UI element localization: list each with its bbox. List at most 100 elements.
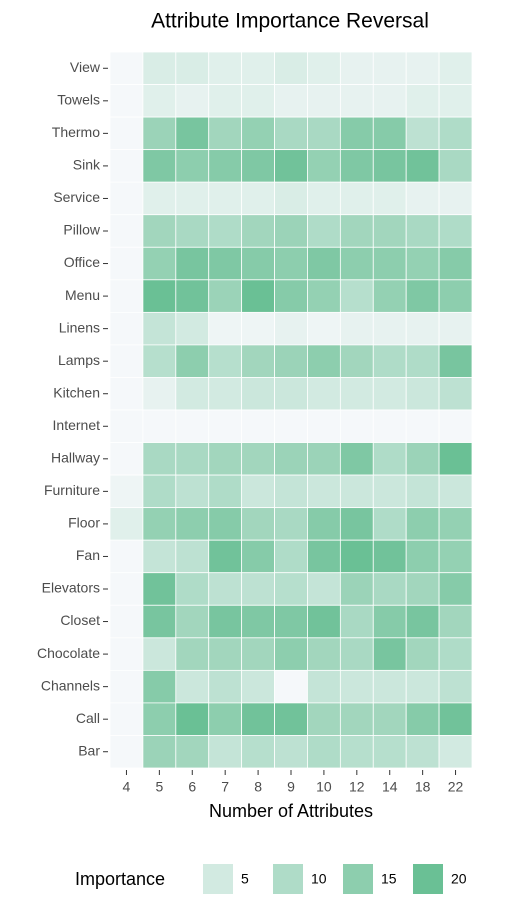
- heat-cell: [438, 604, 473, 639]
- heat-cell: [109, 572, 144, 606]
- heat-cell: [438, 84, 473, 118]
- heat-cell: [372, 539, 407, 574]
- heat-cell: [241, 84, 275, 118]
- heat-cell: [208, 604, 243, 639]
- heat-cell: [438, 279, 473, 313]
- y-tick-label: Fan: [76, 547, 100, 563]
- heat-cell: [438, 474, 473, 509]
- heat-cell: [208, 246, 243, 281]
- heat-cell: [241, 442, 275, 476]
- heat-cell: [307, 409, 341, 443]
- heat-cell: [339, 702, 374, 736]
- heat-cell: [307, 637, 341, 671]
- heat-cell: [142, 246, 177, 281]
- heat-cell: [109, 637, 144, 671]
- heat-cell: [241, 116, 275, 151]
- heat-cell: [142, 344, 177, 378]
- heat-cell: [208, 702, 243, 736]
- heat-cell: [372, 181, 407, 216]
- heat-cell: [438, 409, 473, 443]
- heat-cell: [307, 507, 341, 541]
- y-tick-label: Chocolate: [37, 645, 100, 661]
- heat-cell: [274, 604, 308, 639]
- x-tick-label: 8: [254, 779, 262, 795]
- heat-cell: [339, 311, 374, 346]
- heat-cell: [175, 702, 210, 736]
- heat-cell: [142, 279, 177, 313]
- heat-cell: [274, 637, 308, 671]
- heat-cell: [372, 474, 407, 509]
- heat-cell: [109, 51, 144, 85]
- heat-cell: [372, 311, 407, 346]
- heat-cell: [142, 474, 177, 509]
- heat-cell: [307, 181, 341, 216]
- heat-cell: [175, 572, 210, 606]
- legend-label: 10: [311, 871, 327, 887]
- y-tick-label: Office: [64, 254, 101, 270]
- heat-cell: [109, 604, 144, 639]
- heat-cell: [274, 51, 308, 85]
- heat-cell: [372, 637, 407, 671]
- y-tick-label: Hallway: [51, 450, 100, 466]
- heat-cell: [405, 51, 440, 85]
- heat-cell: [109, 246, 144, 281]
- heat-cell: [109, 344, 144, 378]
- y-tick-label: View: [70, 59, 101, 75]
- heat-cell: [109, 311, 144, 346]
- heat-cell: [274, 246, 308, 281]
- heat-cell: [405, 442, 440, 476]
- heat-cell: [109, 149, 144, 183]
- heat-cell: [109, 702, 144, 736]
- heat-cell: [405, 344, 440, 378]
- heat-cell: [241, 669, 275, 704]
- y-tick-label: Call: [76, 710, 100, 726]
- heat-cell: [372, 84, 407, 118]
- heat-cell: [208, 507, 243, 541]
- heat-cell: [339, 84, 374, 118]
- heat-cell: [175, 246, 210, 281]
- heat-cell: [438, 149, 473, 183]
- heat-cell: [372, 735, 407, 769]
- heat-cell: [307, 279, 341, 313]
- heat-cell: [274, 539, 308, 574]
- heat-cell: [307, 604, 341, 639]
- heat-cell: [405, 149, 440, 183]
- heat-cell: [274, 572, 308, 606]
- heat-cell: [339, 409, 374, 443]
- heat-cell: [142, 409, 177, 443]
- heat-cell: [307, 572, 341, 606]
- heat-cell: [438, 637, 473, 671]
- heat-cell: [241, 474, 275, 509]
- heat-cell: [109, 214, 144, 248]
- heat-cell: [175, 735, 210, 769]
- heat-cell: [175, 344, 210, 378]
- heat-cell: [372, 377, 407, 411]
- y-tick-label: Elevators: [42, 580, 100, 596]
- heat-cell: [109, 507, 144, 541]
- heat-cell: [274, 116, 308, 151]
- heat-cell: [307, 377, 341, 411]
- heat-cell: [208, 214, 243, 248]
- heat-cell: [175, 409, 210, 443]
- legend-key: [343, 864, 373, 894]
- y-tick-label: Lamps: [58, 352, 100, 368]
- heat-cell: [142, 311, 177, 346]
- heat-cell: [307, 149, 341, 183]
- heat-cell: [438, 669, 473, 704]
- heat-cell: [438, 181, 473, 216]
- y-tick-label: Service: [53, 189, 100, 205]
- heat-cell: [208, 539, 243, 574]
- heat-cell: [241, 51, 275, 85]
- heat-cell: [438, 442, 473, 476]
- heat-cell: [208, 84, 243, 118]
- legend-title: Importance: [75, 869, 165, 889]
- heat-cell: [208, 149, 243, 183]
- heat-cell: [175, 377, 210, 411]
- heat-cell: [405, 507, 440, 541]
- heat-cell: [307, 214, 341, 248]
- heat-cell: [241, 702, 275, 736]
- heat-cell: [339, 507, 374, 541]
- heat-cell: [405, 181, 440, 216]
- heat-cell: [339, 572, 374, 606]
- heat-cell: [175, 311, 210, 346]
